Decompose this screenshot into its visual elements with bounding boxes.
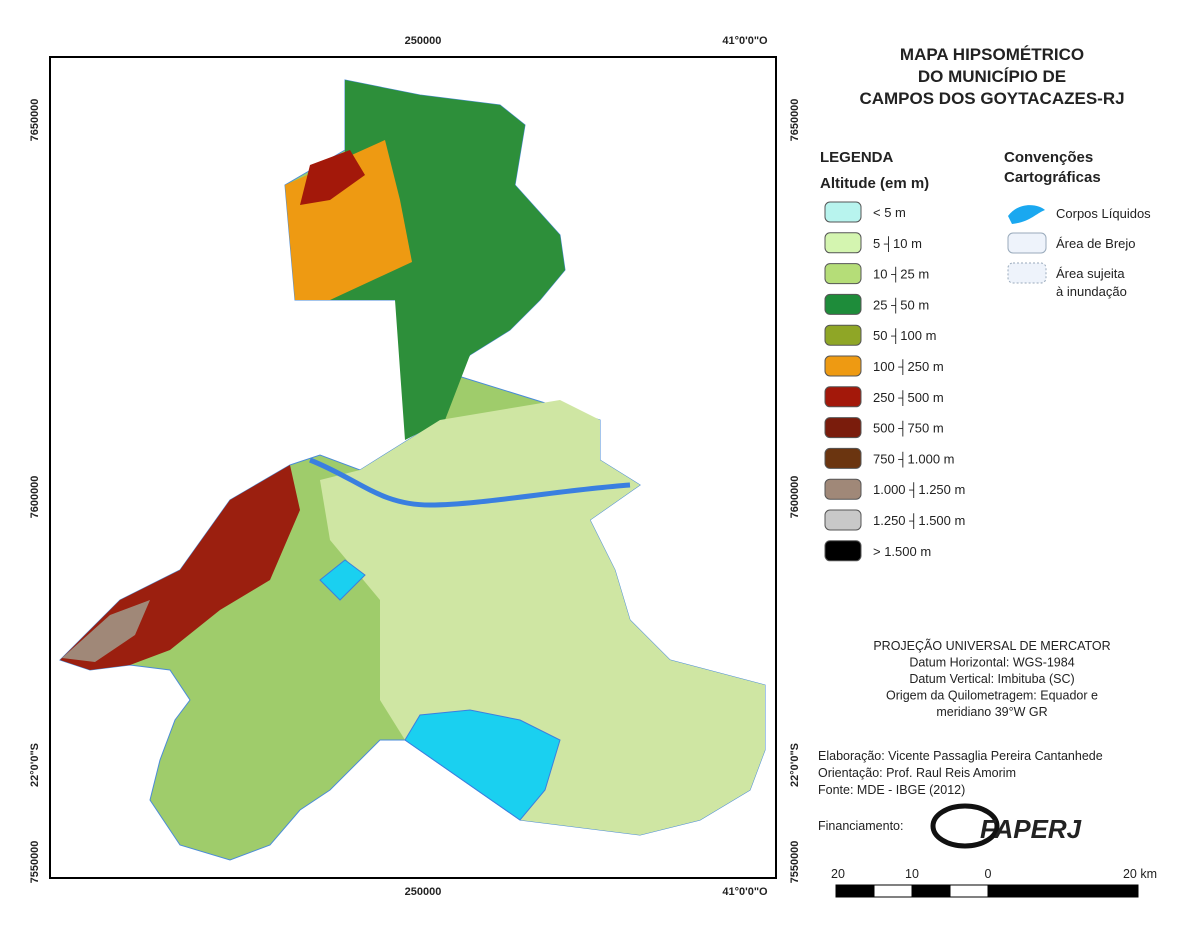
legend-swatch <box>824 355 862 377</box>
legend-label: 25 ┤50 m <box>873 297 929 313</box>
credit-text: Fonte: MDE - IBGE (2012) <box>818 783 965 797</box>
legend-swatch <box>824 386 862 408</box>
scale-label: 0 <box>985 867 992 881</box>
projection-text: Origem da Quilometragem: Equador e <box>886 689 1098 703</box>
scale-segment <box>987 884 1139 898</box>
scale-segment <box>911 884 951 898</box>
water-symbol <box>1008 205 1045 224</box>
conventions-title: Convenções <box>1004 149 1093 166</box>
credit-text: Orientação: Prof. Raul Reis Amorim <box>818 766 1016 780</box>
scale-label: 10 <box>905 867 919 881</box>
legend-label: 1.250 ┤1.500 m <box>873 513 965 529</box>
scale-label: 20 km <box>1123 867 1157 881</box>
map-title: DO MUNICÍPIO DE <box>918 67 1066 86</box>
legend-label: 50 ┤100 m <box>873 328 936 344</box>
scale-segment <box>949 884 989 898</box>
lake <box>319 559 366 601</box>
legend-label: 10 ┤25 m <box>873 267 929 283</box>
legend-label: 5 ┤10 m <box>873 236 922 252</box>
frame-label: 22°0'0"S <box>789 743 801 787</box>
flood-symbol <box>1007 262 1047 284</box>
frame-label: 250000 <box>405 886 442 898</box>
frame-label: 250000 <box>405 35 442 47</box>
map-title: CAMPOS DOS GOYTACAZES-RJ <box>859 89 1124 108</box>
frame-label: 7550000 <box>789 841 801 884</box>
scale-segment <box>873 884 913 898</box>
scale-bar <box>835 884 1139 898</box>
logo-mark <box>930 803 1000 849</box>
legend-label: 500 ┤750 m <box>873 421 944 437</box>
conventions-title: Cartográficas <box>1004 169 1101 186</box>
credit-text: Elaboração: Vicente Passaglia Pereira Ca… <box>818 749 1103 763</box>
convention-label: Corpos Líquidos <box>1056 206 1151 221</box>
legend-label: 750 ┤1.000 m <box>873 451 955 467</box>
projection-text: Datum Vertical: Imbituba (SC) <box>909 672 1074 686</box>
plateau-peaks <box>300 150 365 205</box>
legend-label: 100 ┤250 m <box>873 359 944 375</box>
high-peaks <box>62 600 150 662</box>
convention-label: Área de Brejo <box>1056 236 1136 251</box>
legend-swatch <box>824 478 862 500</box>
funding-label: Financiamento: <box>818 819 903 833</box>
frame-label: 7550000 <box>29 841 41 884</box>
legend-swatch <box>824 324 862 346</box>
convention-label: à inundação <box>1056 284 1127 299</box>
lagoon <box>404 709 561 821</box>
frame-label: 7650000 <box>789 99 801 142</box>
frame-label: 7600000 <box>789 476 801 519</box>
legend-label: > 1.500 m <box>873 544 931 559</box>
projection-text: Datum Horizontal: WGS-1984 <box>909 656 1074 670</box>
legend-swatch <box>824 447 862 469</box>
municipality <box>59 79 766 861</box>
scale-segment <box>835 884 875 898</box>
legend-label: 250 ┤500 m <box>873 390 944 406</box>
convention-label: Área sujeita <box>1056 266 1125 281</box>
legend-swatch <box>824 540 862 562</box>
legend-swatch <box>824 509 862 531</box>
frame-label: 41°0'0"O <box>722 886 768 898</box>
frame-label: 22°0'0"S <box>29 743 41 787</box>
legend-swatch <box>824 201 862 223</box>
frame-label: 7650000 <box>29 99 41 142</box>
legend-swatch <box>824 232 862 254</box>
legend-swatch <box>824 293 862 315</box>
legend-subtitle: Altitude (em m) <box>820 175 929 192</box>
projection-text: PROJEÇÃO UNIVERSAL DE MERCATOR <box>873 639 1110 653</box>
marsh-symbol <box>1007 232 1047 254</box>
legend-swatch <box>824 417 862 439</box>
funding-logo: FAPERJ <box>980 814 1082 844</box>
projection-text: meridiano 39°W GR <box>936 705 1047 719</box>
legend-swatch <box>824 263 862 285</box>
scale-label: 20 <box>831 867 845 881</box>
legend-label: 1.000 ┤1.250 m <box>873 482 965 498</box>
legend-label: < 5 m <box>873 205 906 220</box>
legend-title: LEGENDA <box>820 149 894 166</box>
river <box>309 457 631 508</box>
map-title: MAPA HIPSOMÉTRICO <box>900 45 1084 64</box>
frame-label: 7600000 <box>29 476 41 519</box>
frame-label: 41°0'0"O <box>722 35 768 47</box>
